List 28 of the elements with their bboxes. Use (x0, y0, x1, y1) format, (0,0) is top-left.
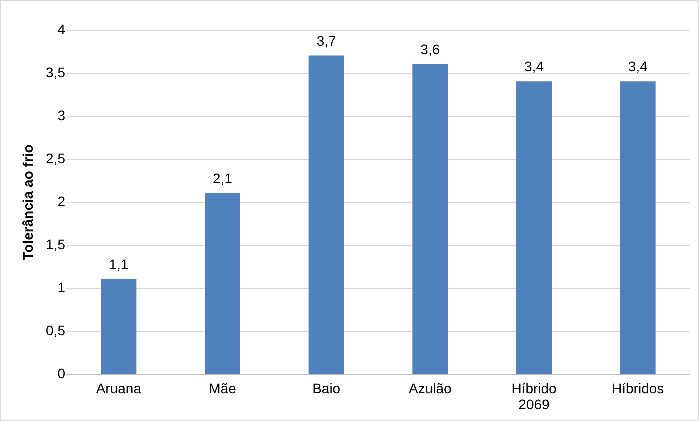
x-tick-label: Aruana (96, 380, 142, 396)
bar (308, 56, 344, 374)
bar (204, 193, 241, 374)
y-axis-title: Tolerância ao frio (20, 144, 36, 260)
data-label: 3,4 (524, 58, 544, 75)
x-tick-label: Mãe (209, 380, 237, 396)
y-tick-label: 0 (58, 366, 66, 382)
data-label: 3,7 (316, 32, 337, 49)
bar (620, 82, 656, 374)
y-tick-label: 2 (58, 194, 66, 210)
x-tick-label: Baio (312, 380, 341, 396)
y-tick-label: 1,5 (46, 236, 66, 252)
x-tick-label: Azulão (409, 380, 452, 396)
data-label: 3,6 (420, 41, 440, 58)
data-label: 3,4 (628, 58, 648, 75)
y-tick-label: 4 (58, 22, 66, 38)
data-label: 1,1 (109, 256, 129, 272)
y-tick-label: 3 (58, 108, 66, 124)
data-label: 2,1 (213, 170, 233, 186)
bar (412, 64, 448, 374)
bar (101, 279, 137, 374)
y-tick-label: 3,5 (46, 64, 66, 80)
y-tick-label: 0,5 (46, 322, 66, 338)
y-tick-label: 2,5 (46, 150, 66, 166)
x-tick-label: Híbridos (612, 380, 664, 396)
bar (516, 82, 552, 374)
y-tick-label: 1 (58, 280, 66, 296)
x-tick-label: Híbrido 2069 (512, 380, 558, 412)
